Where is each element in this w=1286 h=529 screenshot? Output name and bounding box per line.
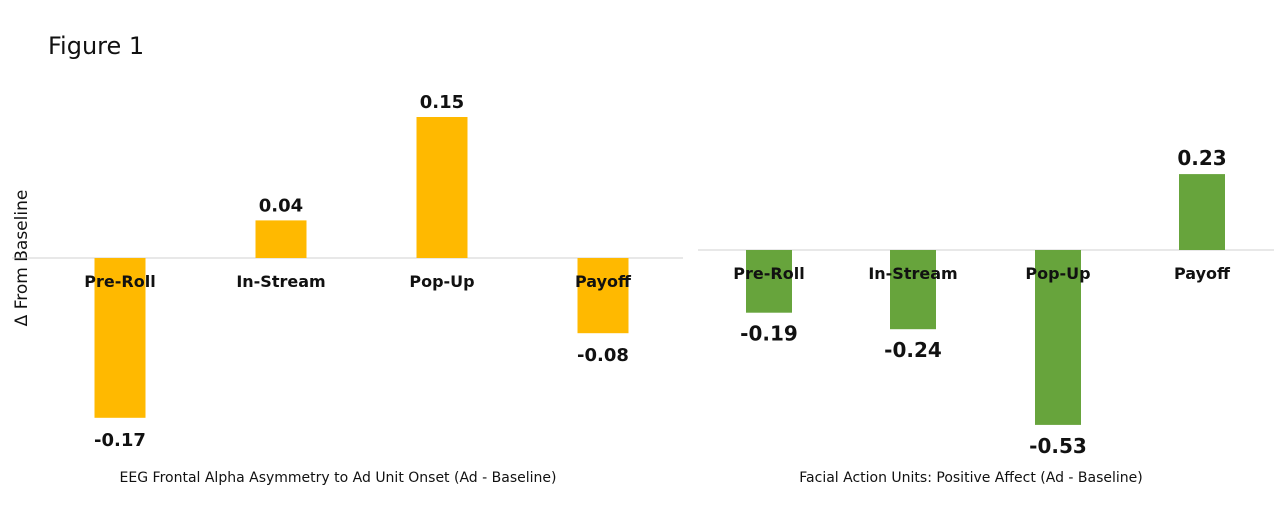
eeg-bar-in-stream — [255, 220, 307, 258]
facial-value-label-payoff: 0.23 — [1177, 146, 1226, 170]
eeg-value-label-in-stream: 0.04 — [259, 195, 303, 216]
eeg-bar-pre-roll — [94, 258, 146, 418]
facial-bar-pop-up — [1035, 250, 1081, 425]
facial-value-label-pre-roll: -0.19 — [740, 322, 798, 346]
facial-chart-caption: Facial Action Units: Positive Affect (Ad… — [799, 470, 1143, 486]
eeg-chart-caption: EEG Frontal Alpha Asymmetry to Ad Unit O… — [119, 470, 557, 486]
facial-category-label-payoff: Payoff — [1174, 264, 1231, 283]
facial-value-label-in-stream: -0.24 — [884, 338, 942, 362]
eeg-category-label-pre-roll: Pre-Roll — [84, 272, 155, 291]
figure-title: Figure 1 — [48, 32, 145, 60]
eeg-category-label-in-stream: In-Stream — [236, 272, 325, 291]
eeg-bar-pop-up — [416, 117, 468, 258]
eeg-category-label-pop-up: Pop-Up — [409, 272, 474, 291]
eeg-value-label-payoff: -0.08 — [577, 345, 629, 366]
facial-bar-pre-roll — [746, 250, 792, 313]
eeg-category-label-payoff: Payoff — [575, 272, 632, 291]
facial-value-label-pop-up: -0.53 — [1029, 434, 1087, 458]
facial-category-label-in-stream: In-Stream — [868, 264, 957, 283]
facial-category-label-pop-up: Pop-Up — [1025, 264, 1090, 283]
facial-bar-in-stream — [890, 250, 936, 330]
eeg-value-label-pop-up: 0.15 — [420, 92, 464, 113]
facial-bar-payoff — [1179, 174, 1225, 250]
eeg-bar-payoff — [577, 258, 629, 334]
eeg-value-label-pre-roll: -0.17 — [94, 430, 146, 451]
eeg-chart: -0.17 Pre-Roll 0.04 In-Stream 0.15 Pop-Up -0.0… — [12, 92, 683, 451]
facial-chart: -0.19 Pre-Roll -0.24 In-Stream -0.53 Pop-Up 0.… — [698, 146, 1274, 458]
facial-category-label-pre-roll: Pre-Roll — [733, 264, 804, 283]
